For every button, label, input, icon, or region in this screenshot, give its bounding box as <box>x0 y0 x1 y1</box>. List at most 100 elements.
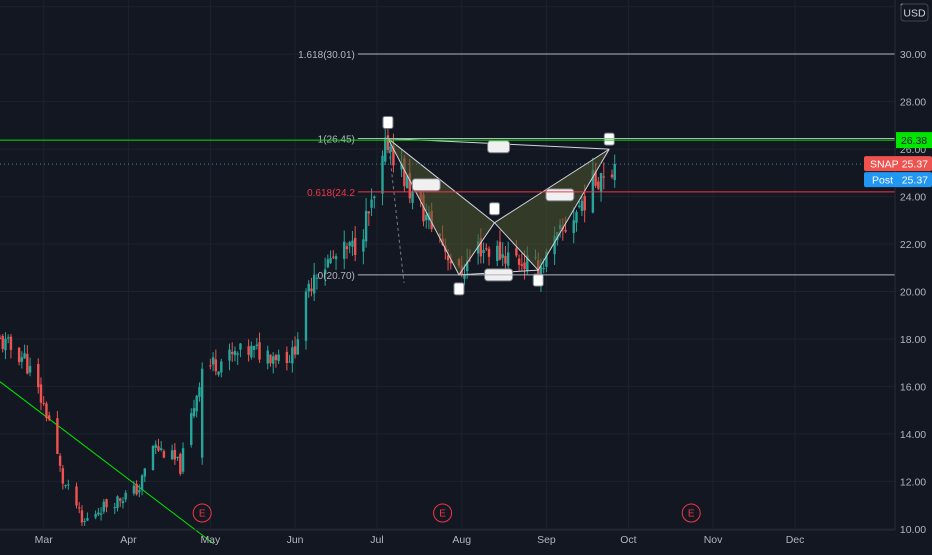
trend-line-layer[interactable] <box>0 381 215 545</box>
earnings-marker[interactable] <box>681 503 701 523</box>
candle-body <box>520 264 524 266</box>
candle-body <box>211 357 215 365</box>
fib-levels[interactable]: 1.618(30.01)1(26.45)0.618(24.20(20.70) <box>0 50 895 282</box>
candle-body <box>80 510 84 523</box>
candle-body <box>446 255 450 261</box>
pattern-triangle-xab[interactable] <box>387 138 496 276</box>
candle-body <box>422 194 425 222</box>
x-tick-label: May <box>200 534 221 546</box>
candle-body <box>266 350 269 364</box>
candle-body <box>553 235 556 255</box>
candle-body <box>542 268 545 270</box>
candle-body <box>384 137 387 162</box>
candle-body <box>105 499 108 508</box>
candle-body <box>190 413 193 446</box>
pattern-point-handle[interactable] <box>453 282 465 296</box>
candle-body <box>485 248 488 250</box>
candle-body <box>23 353 26 359</box>
pattern-ratio-box[interactable] <box>545 188 575 202</box>
candle-body <box>323 269 327 275</box>
pattern-point-handle[interactable] <box>489 202 501 216</box>
candle-body <box>17 347 21 363</box>
candle-body <box>116 496 119 509</box>
pattern-ratio-box[interactable] <box>487 140 511 154</box>
earnings-marker-label: E <box>688 509 695 520</box>
pattern-ratio-box[interactable] <box>411 178 441 192</box>
candle-body <box>162 451 166 458</box>
candle-body <box>315 277 319 279</box>
candle-body <box>411 191 414 203</box>
horizontal-line-price-text: 26.38 <box>901 135 927 147</box>
candle-body <box>296 339 299 355</box>
candle-body <box>591 169 595 213</box>
candle-body <box>293 346 297 355</box>
y-tick-label: 16.00 <box>900 381 926 393</box>
candle-body <box>173 449 177 460</box>
pattern-triangle-bcd[interactable] <box>493 148 610 271</box>
pattern-point-handle[interactable] <box>532 273 544 287</box>
candle-body <box>6 337 10 339</box>
currency-badge[interactable]: USD <box>900 3 929 22</box>
candle-body <box>220 361 223 373</box>
candle-body <box>157 446 160 451</box>
candle-body <box>252 345 256 350</box>
candle-body <box>517 258 521 265</box>
earnings-marker[interactable] <box>433 503 453 523</box>
candle-body <box>75 486 78 506</box>
candle-body <box>405 175 409 189</box>
candle-body <box>239 343 242 350</box>
last-price-tag <box>864 156 932 172</box>
candle-body <box>425 214 428 221</box>
x-tick-label: Sep <box>537 534 556 546</box>
post-price-label: Post <box>872 175 893 187</box>
candle-body <box>179 454 182 474</box>
time-axis[interactable]: Mar Apr May Jun Jul Aug Sep Oct Nov Dec <box>35 534 805 546</box>
candle-body <box>39 384 43 403</box>
candle-body <box>0 337 2 339</box>
candle-body <box>37 363 40 388</box>
candle-body <box>195 395 198 412</box>
pattern-point-handle[interactable] <box>382 115 394 129</box>
candle-body <box>274 355 278 360</box>
candle-body <box>332 256 335 258</box>
candle-body <box>47 415 51 420</box>
x-tick-label: Oct <box>620 534 636 546</box>
candle-body <box>42 402 45 404</box>
x-tick-label: Aug <box>452 534 471 546</box>
candle-body <box>255 344 259 346</box>
candle-body <box>345 246 349 250</box>
candle-body <box>326 259 330 268</box>
candle-body <box>515 248 518 256</box>
candle-body <box>465 260 469 272</box>
earnings-marker[interactable] <box>192 503 212 523</box>
currency-label: USD <box>903 8 926 20</box>
candle-body <box>392 145 395 166</box>
y-tick-label: 30.00 <box>900 49 926 61</box>
y-tick-label: 12.00 <box>900 476 926 488</box>
trend-line[interactable] <box>0 381 215 545</box>
pattern-point-handle[interactable] <box>603 132 615 146</box>
candle-body <box>26 353 29 374</box>
candle-body <box>159 448 163 450</box>
candles <box>0 121 616 527</box>
candle-body <box>334 256 338 260</box>
candle-body <box>102 501 106 512</box>
candle-body <box>61 468 65 484</box>
candle-body <box>78 507 81 509</box>
candle-body <box>198 387 201 397</box>
horizontal-line-price-tag <box>896 132 932 149</box>
candle-body <box>132 485 136 494</box>
candle-body <box>572 220 575 234</box>
candle-body <box>86 518 89 521</box>
fib-label-0-618: 0.618(24.2 <box>307 188 355 199</box>
candle-body <box>610 174 614 178</box>
post-price-value: 25.37 <box>902 175 928 187</box>
candle-body <box>214 359 218 372</box>
earnings-marker-label: E <box>199 509 206 520</box>
candle-body <box>386 135 390 151</box>
candle-body <box>504 255 507 264</box>
